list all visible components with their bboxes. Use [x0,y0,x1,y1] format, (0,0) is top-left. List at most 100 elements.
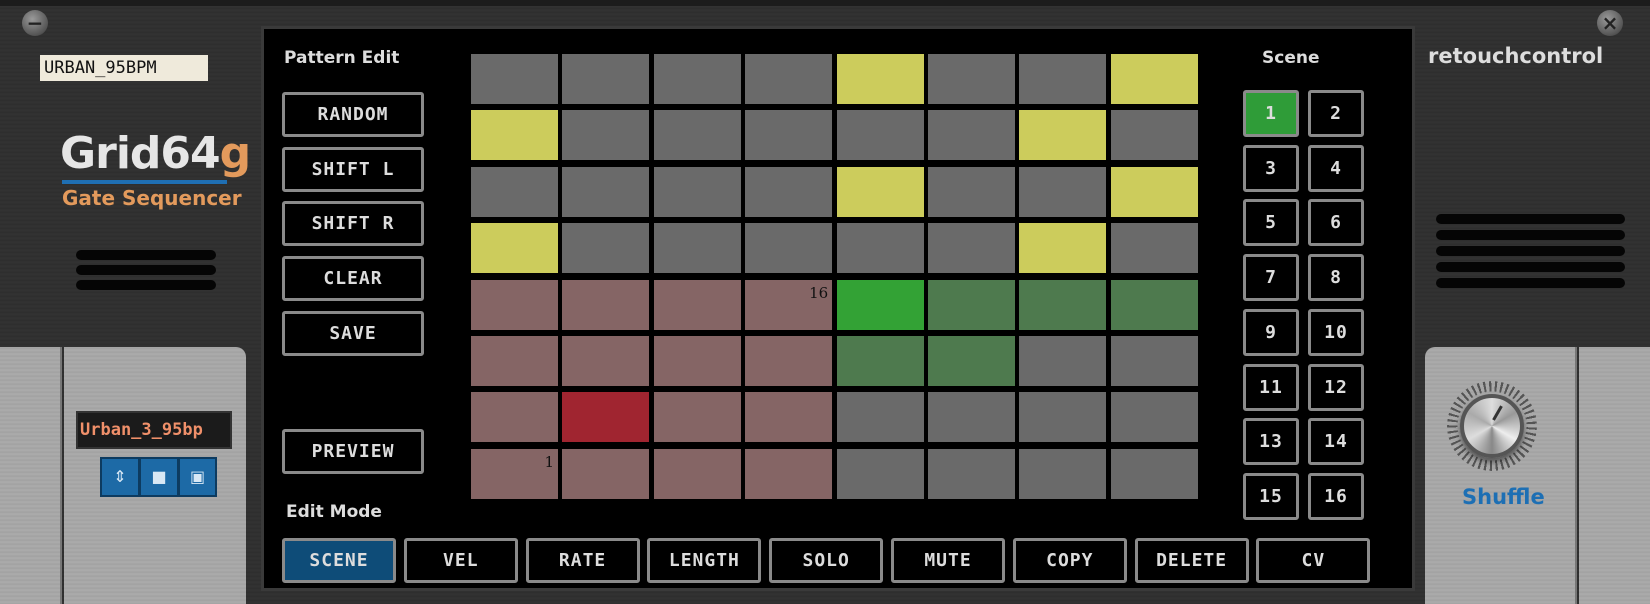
grid-cell-gate[interactable] [836,166,924,217]
grid-cell-step_current[interactable] [562,392,650,443]
grid-cell-length[interactable] [928,336,1015,386]
scene-3-button[interactable]: 3 [1243,144,1299,192]
save-button[interactable]: SAVE [282,310,424,356]
grid-cell-step[interactable] [562,336,650,386]
grid-cell-step[interactable] [653,336,741,386]
grid-cell-off[interactable] [745,54,833,104]
grid-cell-gate[interactable] [1110,54,1198,104]
scene-6-button[interactable]: 6 [1308,199,1364,247]
grid-cell-off[interactable] [1019,336,1107,386]
scene-1-button[interactable]: 1 [1243,90,1299,137]
scene-14-button[interactable]: 14 [1308,418,1364,466]
grid-cell-gate[interactable] [1110,166,1198,217]
grid-cell-step[interactable] [745,448,833,499]
grid-cell-length[interactable] [1019,279,1107,330]
grid-cell-off[interactable] [1019,392,1107,443]
grid-cell-off[interactable] [928,54,1015,104]
scene-7-button[interactable]: 7 [1243,254,1299,302]
grid-cell-gate[interactable] [471,110,558,161]
grid-cell-off[interactable] [928,166,1015,217]
shift-l-button[interactable]: SHIFT L [282,146,424,192]
grid-cell-off[interactable] [928,223,1015,274]
scene-4-button[interactable]: 4 [1308,144,1364,192]
shuffle-knob[interactable] [1460,394,1524,458]
grid-cell-off[interactable] [928,392,1015,443]
edit-mode-length-button[interactable]: LENGTH [647,538,762,583]
grid-cell-off[interactable] [1110,336,1198,386]
save-patch-button[interactable]: ▣ [178,457,217,497]
grid-cell-step[interactable]: 16 [745,279,833,330]
grid-cell-length[interactable] [836,336,924,386]
grid-cell-off[interactable] [836,392,924,443]
grid-cell-step[interactable] [471,392,558,443]
grid-cell-gate[interactable] [1019,223,1107,274]
scene-11-button[interactable]: 11 [1243,363,1299,411]
grid-cell-step[interactable] [653,392,741,443]
patch-name-display[interactable]: Urban_3_95bp [76,411,232,449]
random-button[interactable]: RANDOM [282,92,424,137]
edit-mode-copy-button[interactable]: COPY [1012,538,1127,583]
grid-cell-step[interactable] [562,448,650,499]
grid-cell-off[interactable] [653,110,741,161]
grid-cell-gate[interactable] [836,54,924,104]
grid-cell-off[interactable] [1019,448,1107,499]
grid-cell-step[interactable] [745,392,833,443]
edit-mode-mute-button[interactable]: MUTE [891,538,1005,583]
scene-12-button[interactable]: 12 [1308,363,1364,411]
edit-mode-scene-button[interactable]: SCENE [282,538,396,583]
grid-cell-step[interactable] [653,279,741,330]
grid-cell-off[interactable] [1110,223,1198,274]
grid-cell-off[interactable] [1019,166,1107,217]
edit-mode-rate-button[interactable]: RATE [525,538,640,583]
grid-cell-step[interactable] [653,448,741,499]
grid-cell-off[interactable] [1110,392,1198,443]
scene-8-button[interactable]: 8 [1308,254,1364,302]
scene-5-button[interactable]: 5 [1243,199,1299,247]
grid-cell-off[interactable] [471,54,558,104]
grid-cell-off[interactable] [562,54,650,104]
grid-cell-off[interactable] [1110,448,1198,499]
edit-mode-vel-button[interactable]: VEL [403,538,518,583]
grid-cell-off[interactable] [653,54,741,104]
grid-cell-off[interactable] [653,223,741,274]
grid-cell-off[interactable] [745,223,833,274]
grid-cell-off[interactable] [928,448,1015,499]
clear-button[interactable]: CLEAR [282,256,424,302]
grid-cell-length_current[interactable] [836,279,924,330]
grid-cell-step[interactable] [471,336,558,386]
grid-cell-off[interactable] [836,448,924,499]
grid-cell-off[interactable] [471,166,558,217]
grid-cell-length[interactable] [1110,279,1198,330]
scene-10-button[interactable]: 10 [1308,308,1364,356]
preview-button[interactable]: PREVIEW [282,429,424,474]
edit-mode-cv-button[interactable]: CV [1256,538,1371,583]
scene-13-button[interactable]: 13 [1243,418,1299,466]
folder-open-button[interactable]: ■ [139,457,179,497]
grid-cell-step[interactable] [562,279,650,330]
grid-cell-step[interactable] [745,336,833,386]
scene-16-button[interactable]: 16 [1308,472,1364,520]
grid-cell-off[interactable] [836,110,924,161]
grid-cell-off[interactable] [562,110,650,161]
grid-cell-step[interactable] [471,279,558,330]
grid-cell-off[interactable] [1019,54,1107,104]
shift-r-button[interactable]: SHIFT R [282,201,424,247]
grid-cell-off[interactable] [1110,110,1198,161]
grid-cell-off[interactable] [745,166,833,217]
patch-browse-updown-button[interactable]: ⇕ [100,457,140,497]
grid-cell-off[interactable] [653,166,741,217]
grid-cell-off[interactable] [745,110,833,161]
grid-cell-gate[interactable] [471,223,558,274]
grid-cell-off[interactable] [562,223,650,274]
grid-cell-off[interactable] [836,223,924,274]
grid-cell-length[interactable] [928,279,1015,330]
edit-mode-delete-button[interactable]: DELETE [1134,538,1249,583]
scene-9-button[interactable]: 9 [1243,308,1299,356]
edit-mode-solo-button[interactable]: SOLO [769,538,884,583]
scene-15-button[interactable]: 15 [1243,472,1299,520]
scene-2-button[interactable]: 2 [1308,90,1364,137]
grid-cell-off[interactable] [928,110,1015,161]
grid-cell-off[interactable] [562,166,650,217]
grid-cell-gate[interactable] [1019,110,1107,161]
grid-cell-step[interactable]: 1 [471,448,558,499]
